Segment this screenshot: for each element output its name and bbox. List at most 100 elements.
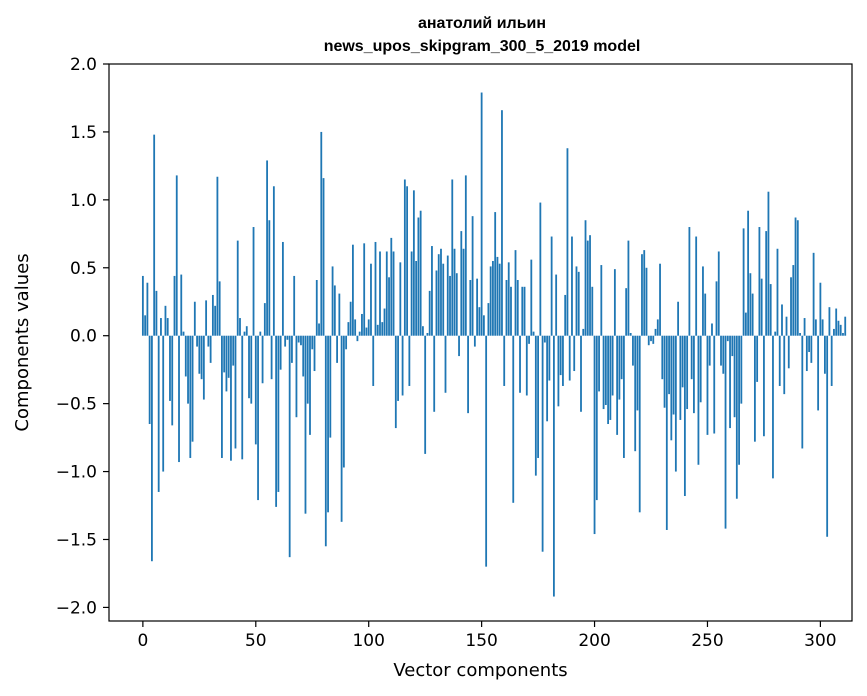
bar-90 — [345, 335, 348, 350]
bar-279 — [772, 335, 774, 479]
bar-253 — [713, 335, 716, 434]
bar-180 — [548, 335, 551, 381]
bar-23 — [193, 301, 196, 336]
bar-146 — [471, 216, 474, 336]
bar-209 — [613, 269, 616, 336]
bar-298 — [814, 319, 817, 336]
bar-184 — [557, 335, 560, 407]
bar-214 — [625, 288, 628, 336]
bar-241 — [686, 335, 689, 410]
bar-45 — [243, 331, 246, 336]
bar-31 — [211, 294, 214, 336]
bar-170 — [525, 335, 528, 396]
bar-159 — [501, 110, 503, 336]
bar-50 — [254, 335, 257, 445]
bar-80 — [322, 178, 325, 336]
bar-53 — [261, 335, 264, 384]
bar-227 — [654, 328, 657, 336]
bar-156 — [494, 212, 497, 336]
bar-102 — [372, 335, 375, 386]
bar-52 — [259, 331, 262, 336]
bar-158 — [498, 263, 501, 336]
bar-237 — [677, 301, 680, 336]
bar-67 — [293, 275, 296, 336]
bar-198 — [589, 235, 591, 336]
bar-238 — [679, 335, 682, 420]
bar-35 — [221, 335, 223, 458]
bar-265 — [740, 335, 743, 404]
bar-270 — [751, 293, 754, 336]
bar-29 — [207, 335, 210, 347]
bar-285 — [785, 316, 788, 336]
bar-1 — [144, 315, 147, 336]
bar-108 — [385, 251, 388, 336]
bar-226 — [652, 335, 655, 344]
bar-6 — [155, 290, 158, 336]
bar-204 — [602, 335, 605, 410]
bar-39 — [230, 335, 232, 461]
y-tick-label: 1.0 — [70, 191, 97, 211]
bar-230 — [661, 335, 664, 380]
bar-277 — [767, 191, 770, 336]
bar-77 — [315, 280, 318, 336]
bar-278 — [769, 284, 772, 336]
bar-190 — [571, 236, 573, 336]
bar-301 — [821, 319, 824, 336]
bar-206 — [607, 335, 610, 425]
bar-166 — [516, 280, 519, 336]
bar-306 — [833, 328, 835, 336]
bar-111 — [392, 251, 395, 336]
bar-152 — [485, 335, 488, 567]
bar-150 — [480, 92, 483, 336]
bar-125 — [424, 335, 427, 454]
bar-113 — [397, 335, 399, 401]
bar-191 — [573, 335, 576, 372]
bar-243 — [690, 335, 693, 380]
bar-64 — [286, 335, 289, 340]
bar-54 — [263, 303, 266, 336]
bar-272 — [756, 335, 759, 382]
bar-87 — [338, 293, 341, 336]
bar-232 — [665, 335, 668, 530]
bar-118 — [408, 335, 411, 386]
x-tick-label: 300 — [804, 631, 836, 651]
bar-20 — [187, 335, 189, 404]
bar-7 — [157, 335, 160, 492]
bar-0 — [141, 275, 144, 336]
bar-27 — [202, 335, 205, 400]
x-tick-label: 150 — [465, 631, 497, 651]
bar-289 — [794, 217, 797, 336]
x-tick-label: 200 — [578, 631, 610, 651]
bar-192 — [575, 266, 578, 336]
bar-96 — [358, 331, 361, 336]
bar-3 — [148, 335, 151, 425]
bar-295 — [808, 335, 810, 353]
bar-275 — [763, 335, 765, 437]
bar-9 — [162, 335, 165, 472]
bar-8 — [160, 318, 162, 336]
bar-133 — [442, 263, 445, 336]
bar-176 — [539, 202, 542, 336]
bar-68 — [295, 335, 298, 418]
bar-268 — [747, 210, 750, 336]
bar-217 — [632, 335, 634, 366]
bar-104 — [376, 324, 379, 336]
bar-210 — [616, 335, 619, 435]
bar-37 — [225, 335, 228, 392]
bar-248 — [702, 266, 704, 336]
bar-200 — [593, 335, 596, 535]
bar-57 — [270, 335, 273, 380]
y-tick-label: −0.5 — [56, 395, 97, 415]
x-tick-label: 100 — [352, 631, 384, 651]
bar-134 — [444, 335, 447, 393]
bar-163 — [510, 286, 512, 336]
bar-97 — [361, 313, 363, 336]
bar-229 — [659, 263, 661, 336]
bar-10 — [164, 305, 167, 336]
bar-144 — [467, 335, 469, 414]
x-tick-label: 250 — [691, 631, 723, 651]
bar-82 — [327, 335, 329, 513]
bar-70 — [300, 335, 302, 346]
bar-257 — [722, 335, 725, 374]
bar-290 — [796, 220, 799, 336]
